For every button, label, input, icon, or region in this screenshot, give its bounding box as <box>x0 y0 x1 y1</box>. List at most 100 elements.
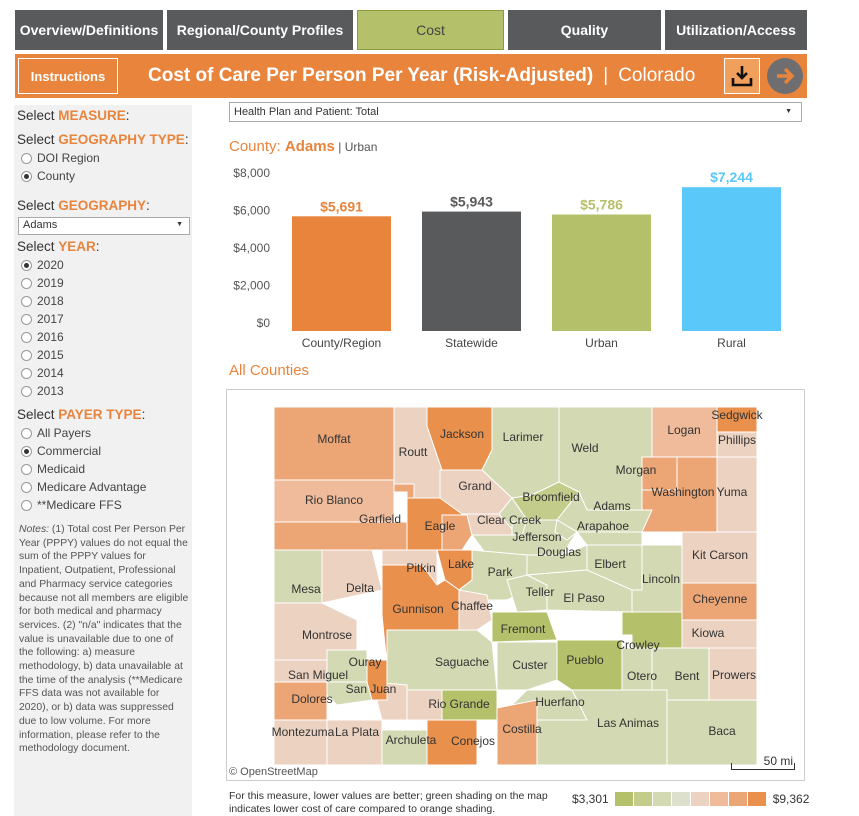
payer-type-label: Select PAYER TYPE: <box>17 407 146 422</box>
payer-option[interactable]: **Medicare FFS <box>21 498 122 512</box>
county-label: Gunnison <box>392 602 443 616</box>
county-label: Crowley <box>616 638 659 652</box>
county-label: Jackson <box>440 427 484 441</box>
radio-icon <box>21 367 32 379</box>
instructions-button[interactable]: Instructions <box>18 58 118 94</box>
county-baca[interactable] <box>666 699 758 766</box>
year-option[interactable]: 2019 <box>21 276 64 290</box>
download-button[interactable] <box>724 58 760 94</box>
county-label: Jefferson <box>512 530 561 544</box>
county-alamosa[interactable] <box>441 689 498 721</box>
y-tick-label: $8,000 <box>233 166 270 180</box>
legend-max: $9,362 <box>772 792 810 806</box>
county-hinsdale[interactable] <box>366 659 388 701</box>
county-label: Adams <box>593 499 630 513</box>
radio-selected-icon <box>21 170 32 182</box>
county-label: Costilla <box>502 722 542 736</box>
county-map[interactable]: Moffat Routt Jackson Larimer Weld Logan Sedgwi… <box>226 389 805 781</box>
tab-quality[interactable]: Quality <box>508 10 661 50</box>
year-option[interactable]: 2016 <box>21 330 64 344</box>
county-label: Phillips <box>718 433 756 447</box>
payer-option[interactable]: Commercial <box>21 444 101 458</box>
bar-value-label: $7,244 <box>710 169 753 185</box>
legend-swatch <box>747 792 766 806</box>
county-delta[interactable] <box>321 549 383 604</box>
county-chaffee[interactable] <box>458 589 493 636</box>
bar-statewide <box>422 211 521 331</box>
county-label: Las Animas <box>597 716 659 730</box>
county-label: Morgan <box>616 463 657 477</box>
county-label: Park <box>488 565 514 579</box>
county-label: Eagle <box>425 519 456 533</box>
county-label: Clear Creek <box>477 513 542 527</box>
county-label: Baca <box>708 724 736 738</box>
all-counties-heading: All Counties <box>229 362 310 379</box>
bar-value-label: $5,943 <box>450 194 493 210</box>
radio-icon <box>21 427 32 439</box>
year-option[interactable]: 2018 <box>21 294 64 308</box>
payer-label: Commercial <box>37 444 102 458</box>
openstreetmap-credit[interactable]: © OpenStreetMap <box>229 766 318 778</box>
year-option[interactable]: 2013 <box>21 384 64 398</box>
geography-dropdown[interactable]: Adams <box>18 217 190 235</box>
x-category-label: Rural <box>717 336 746 350</box>
county-label: Washington <box>652 485 715 499</box>
county-arapahoe[interactable] <box>575 531 643 546</box>
page-banner: Instructions Cost of Care Per Person Per… <box>15 54 807 98</box>
county-label: Kit Carson <box>692 548 748 562</box>
county-label: Broomfield <box>522 490 579 504</box>
county-label: Elbert <box>594 557 626 571</box>
county-label: Huerfano <box>535 695 585 709</box>
next-page-button[interactable] <box>767 58 803 94</box>
year-label: 2019 <box>37 276 64 290</box>
payer-option[interactable]: Medicare Advantage <box>21 480 146 494</box>
year-option[interactable]: 2014 <box>21 366 64 380</box>
geo-type-option-doi-region[interactable]: DOI Region <box>21 151 100 165</box>
county-label: Douglas <box>537 545 581 559</box>
year-label: Select YEAR: <box>17 239 100 254</box>
county-label: Larimer <box>503 430 544 444</box>
y-tick-label: $4,000 <box>233 241 270 255</box>
legend-min: $3,301 <box>572 792 609 806</box>
payer-option[interactable]: Medicaid <box>21 462 85 476</box>
year-option[interactable]: 2015 <box>21 348 64 362</box>
county-gilpin[interactable] <box>511 519 528 536</box>
year-option[interactable]: 2020 <box>21 258 64 272</box>
county-label: Sedgwick <box>711 408 763 422</box>
county-label: El Paso <box>563 591 605 605</box>
county-label: Pitkin <box>406 561 435 575</box>
county-denver[interactable] <box>554 519 578 541</box>
year-option[interactable]: 2017 <box>21 312 64 326</box>
county-label: Kiowa <box>692 626 725 640</box>
geo-type-option-county[interactable]: County <box>21 169 75 183</box>
legend-swatch <box>633 792 652 806</box>
bar-value-label: $5,786 <box>580 197 623 213</box>
county-montrose[interactable] <box>273 602 358 661</box>
filter-sidebar: Select MEASURE: Select GEOGRAPHY TYPE: D… <box>14 105 192 816</box>
payer-option[interactable]: All Payers <box>21 426 91 440</box>
colorado-county-map[interactable]: Moffat Routt Jackson Larimer Weld Logan Sedgwi… <box>227 390 805 781</box>
radio-icon <box>21 277 32 289</box>
county-label: Saguache <box>435 655 489 669</box>
bar-value-label: $5,691 <box>320 198 363 214</box>
year-label: 2015 <box>37 348 64 362</box>
tab-overview-definitions[interactable]: Overview/Definitions <box>15 10 163 50</box>
county-label: Fremont <box>501 622 546 636</box>
radio-icon <box>21 463 32 475</box>
legend-swatch <box>709 792 728 806</box>
county-label: La Plata <box>335 725 379 739</box>
county-costilla[interactable] <box>496 699 538 766</box>
county-custer[interactable] <box>496 641 558 691</box>
measure-dropdown[interactable]: Health Plan and Patient: Total <box>229 102 802 122</box>
county-label: Arapahoe <box>577 519 629 533</box>
tab-cost[interactable]: Cost <box>357 10 504 50</box>
county-label: Pueblo <box>566 653 604 667</box>
legend-swatch <box>728 792 747 806</box>
county-label: Conejos <box>451 734 495 748</box>
tab-regional-county-profiles[interactable]: Regional/County Profiles <box>167 10 353 50</box>
county-label: Delta <box>346 581 374 595</box>
radio-icon <box>21 349 32 361</box>
county-summit[interactable] <box>441 514 473 551</box>
tab-utilization-access[interactable]: Utilization/Access <box>665 10 807 50</box>
payer-label: Medicare Advantage <box>37 480 147 494</box>
